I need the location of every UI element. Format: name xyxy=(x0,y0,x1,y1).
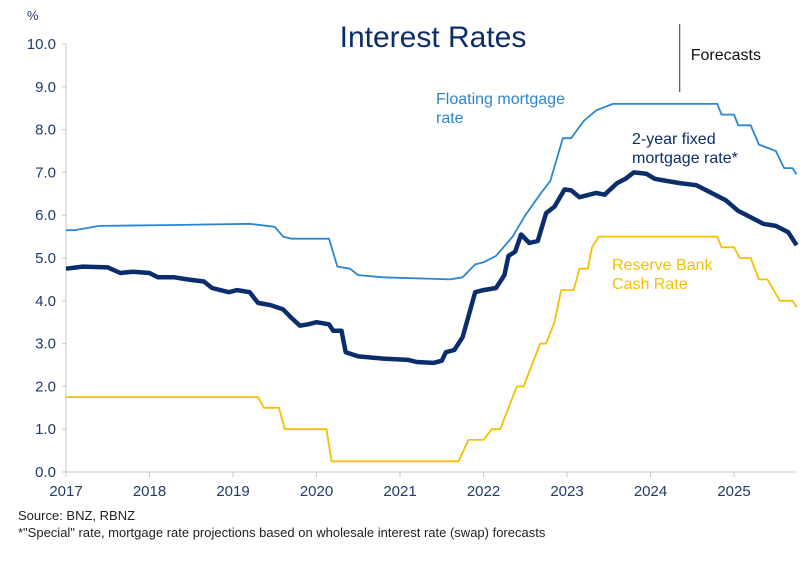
y-tick-label: 10.0 xyxy=(27,36,56,53)
interest-rates-chart: 0.0 1.0 2.0 3.0 4.0 5.0 6.0 7.0 8.0 9.0 10.0 2017 20… xyxy=(27,8,799,500)
floating-rate-label: rate xyxy=(436,110,464,127)
cash-rate-label: Reserve Bank xyxy=(612,257,713,274)
x-tick-label: 2022 xyxy=(467,483,500,500)
x-tick-label: 2024 xyxy=(634,483,667,500)
footnote: *"Special" rate, mortgage rate projectio… xyxy=(18,525,546,540)
y-tick-label: 2.0 xyxy=(35,378,56,395)
x-tick-label: 2019 xyxy=(216,483,249,500)
series-line-0 xyxy=(66,103,798,281)
source-note: Source: BNZ, RBNZ xyxy=(18,508,136,523)
y-tick-label: 8.0 xyxy=(35,122,56,139)
y-tick-label: 5.0 xyxy=(35,250,56,267)
x-tick-label: 2023 xyxy=(550,483,583,500)
fixed-rate-label: 2-year fixed xyxy=(632,131,716,148)
x-tick-label: 2018 xyxy=(133,483,166,500)
floating-rate-label: Floating mortgage xyxy=(436,91,565,108)
y-tick-label: 6.0 xyxy=(35,207,56,224)
fixed-rate-label: mortgage rate* xyxy=(632,150,738,167)
y-tick-label: 4.0 xyxy=(35,293,56,310)
y-tick-label: 7.0 xyxy=(35,164,56,181)
y-tick-label: 3.0 xyxy=(35,336,56,353)
forecast-label: Forecasts xyxy=(691,47,761,64)
series-line-1 xyxy=(65,170,799,366)
chart-title: Interest Rates xyxy=(340,21,527,54)
series-line-2 xyxy=(66,235,798,463)
y-tick-label: 1.0 xyxy=(35,421,56,438)
cash-rate-label: Cash Rate xyxy=(612,276,688,293)
x-tick-label: 2017 xyxy=(49,483,82,500)
x-tick-label: 2020 xyxy=(300,483,333,500)
x-tick-label: 2025 xyxy=(717,483,750,500)
y-axis-unit: % xyxy=(27,8,39,23)
y-tick-label: 0.0 xyxy=(35,464,56,481)
y-tick-label: 9.0 xyxy=(35,79,56,96)
x-tick-label: 2021 xyxy=(383,483,416,500)
